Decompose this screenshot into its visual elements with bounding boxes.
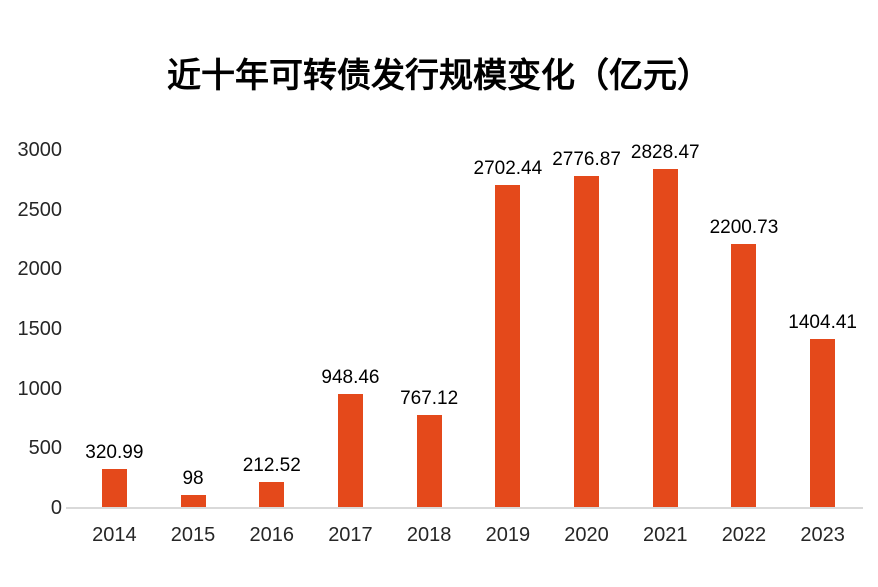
chart-title: 近十年可转债发行规模变化（亿元） <box>167 57 711 95</box>
x-tick-2023: 2023 <box>800 524 845 546</box>
bar-2018 <box>416 415 442 507</box>
value-label-2017: 948.46 <box>321 366 380 388</box>
bar-2020 <box>574 175 600 507</box>
value-label-2020: 2776.87 <box>552 148 621 170</box>
y-tick-1500: 1500 <box>17 318 63 340</box>
bar-2017 <box>337 393 363 507</box>
value-label-2021: 2828.47 <box>630 142 700 164</box>
bar-2021 <box>652 169 678 507</box>
x-tick-2015: 2015 <box>170 524 216 546</box>
x-tick-2018: 2018 <box>406 524 452 546</box>
x-tick-2021: 2021 <box>643 524 688 546</box>
y-tick-0: 0 <box>50 497 62 519</box>
bar-2019 <box>495 184 521 507</box>
x-tick-2020: 2020 <box>564 524 609 546</box>
value-label-2018: 767.12 <box>400 388 459 410</box>
value-label-2014: 320.99 <box>85 441 144 463</box>
x-tick-2019: 2019 <box>485 524 531 546</box>
bar-2014 <box>101 468 127 507</box>
y-tick-2500: 2500 <box>17 198 63 221</box>
x-tick-2014: 2014 <box>92 524 137 546</box>
bar-2022 <box>731 244 757 507</box>
value-label-2019: 2702.44 <box>473 157 543 179</box>
y-tick-3000: 3000 <box>17 139 63 161</box>
value-label-2015: 98 <box>182 468 204 490</box>
x-tick-2022: 2022 <box>721 524 767 546</box>
y-tick-2000: 2000 <box>17 258 63 281</box>
x-axis-line <box>66 507 863 509</box>
bar-2023 <box>810 339 836 507</box>
bar-2015 <box>180 495 206 507</box>
y-tick-1000: 1000 <box>17 377 63 400</box>
bar-2016 <box>259 481 285 507</box>
value-label-2016: 212.52 <box>242 454 301 476</box>
y-tick-500: 500 <box>28 437 62 460</box>
x-tick-2017: 2017 <box>328 524 373 546</box>
value-label-2023: 1404.41 <box>788 312 857 334</box>
value-label-2022: 2200.73 <box>709 217 779 239</box>
x-tick-2016: 2016 <box>249 524 295 546</box>
